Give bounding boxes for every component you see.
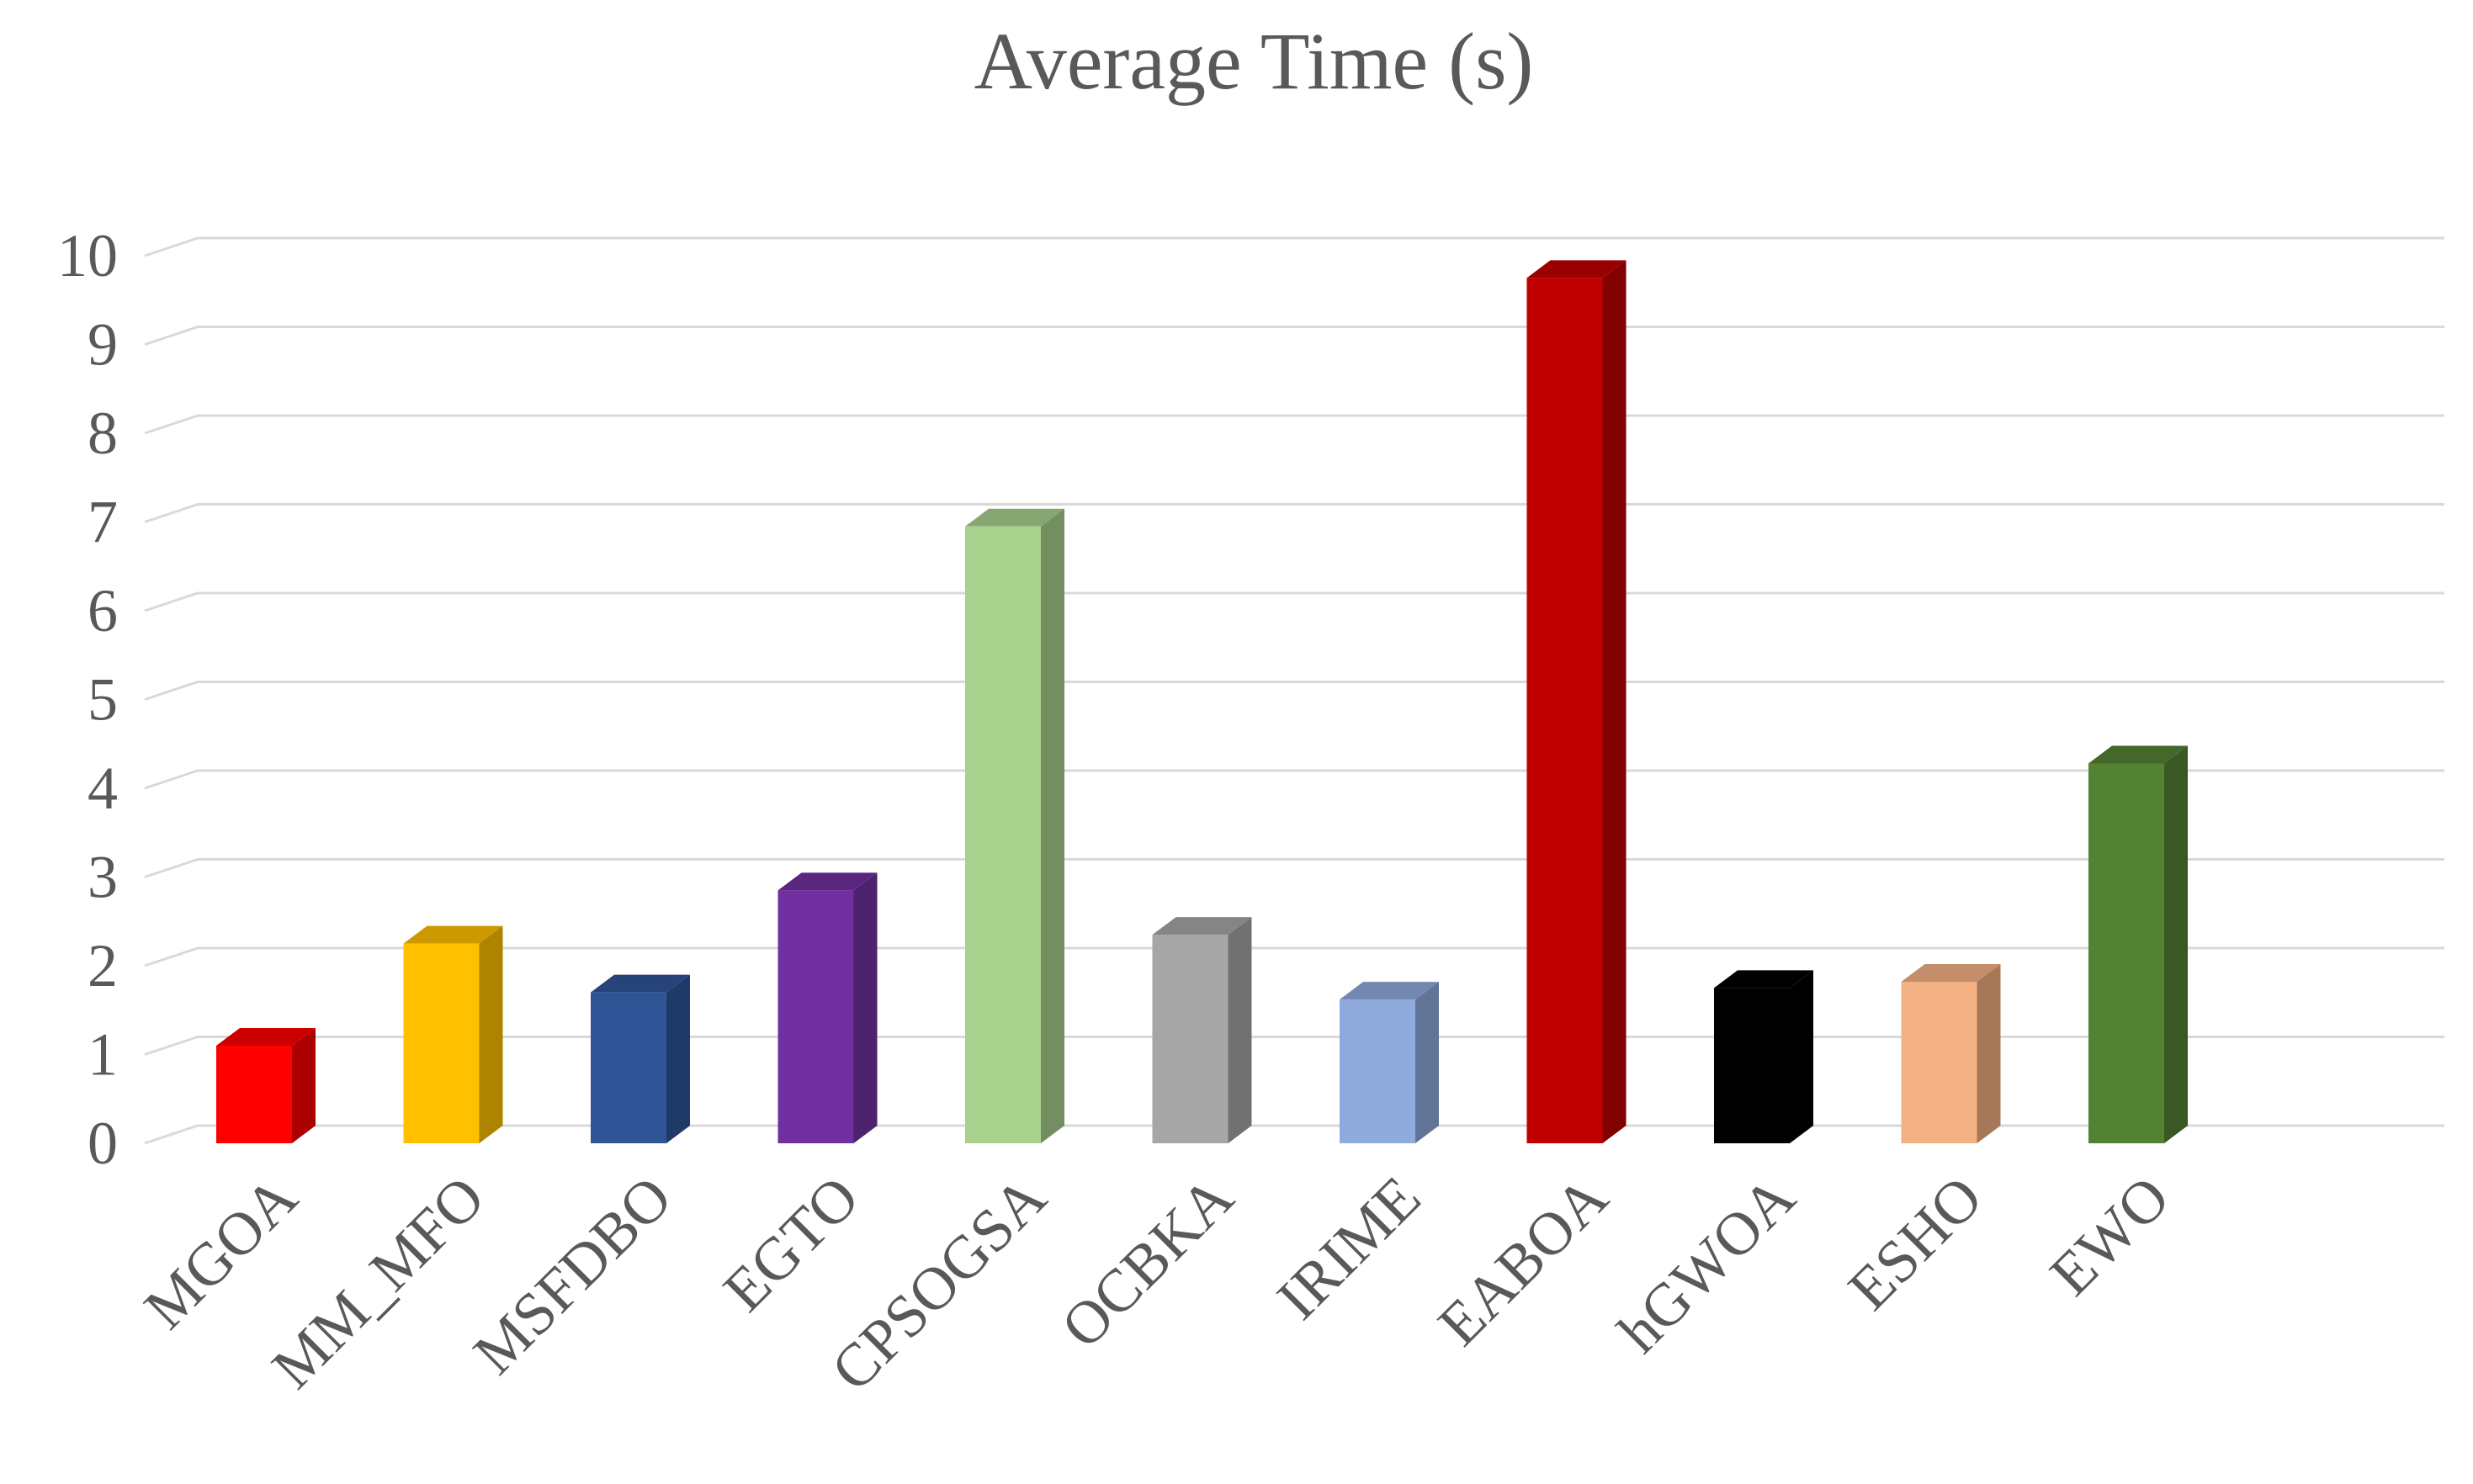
y-tick-label: 9 bbox=[88, 311, 118, 379]
x-tick-label: MGOA bbox=[131, 1163, 310, 1342]
bar-msfdbo bbox=[591, 974, 690, 1143]
gridline bbox=[144, 591, 2444, 612]
bar-egto bbox=[777, 872, 878, 1143]
chart-title: Average Time (s) bbox=[974, 16, 1534, 106]
bar-front bbox=[403, 943, 480, 1143]
bar-hgwoa bbox=[1714, 970, 1813, 1143]
x-tick-label: IRIME bbox=[1265, 1163, 1434, 1333]
bar-top bbox=[216, 1027, 316, 1046]
bar-side bbox=[853, 872, 878, 1143]
bar-top bbox=[2088, 745, 2188, 764]
bar-front bbox=[591, 992, 666, 1143]
gridline bbox=[144, 946, 2444, 967]
bar-top bbox=[1714, 970, 1813, 988]
bar-side bbox=[1977, 963, 2001, 1143]
bar-top bbox=[1526, 260, 1627, 278]
x-tick-label: EGTO bbox=[710, 1163, 871, 1324]
gridline bbox=[144, 1036, 2444, 1056]
y-tick-label: 1 bbox=[88, 1021, 118, 1089]
bar-ocbka bbox=[1152, 917, 1252, 1143]
gridline bbox=[144, 858, 2444, 878]
y-tick-label: 4 bbox=[88, 755, 118, 822]
gridline bbox=[144, 769, 2444, 790]
bar-top bbox=[777, 872, 878, 891]
x-tick-label: hGWOA bbox=[1605, 1163, 1807, 1365]
bar-side bbox=[1415, 982, 1439, 1143]
x-tick-label: EABOA bbox=[1425, 1163, 1621, 1359]
bar-side bbox=[2164, 745, 2188, 1143]
y-tick-label: 8 bbox=[88, 400, 118, 467]
bar-front bbox=[1901, 981, 1977, 1143]
y-tick-label: 10 bbox=[57, 222, 118, 289]
bar-side bbox=[666, 974, 690, 1143]
y-tick-label: 5 bbox=[88, 666, 118, 734]
bar-front bbox=[777, 890, 854, 1143]
bar-side bbox=[1790, 970, 1813, 1143]
bar-front bbox=[1340, 999, 1415, 1143]
bar-front bbox=[216, 1045, 292, 1143]
y-axis-ticks: 0 1 2 3 4 5 6 7 8 9 10 bbox=[57, 222, 118, 1177]
bars bbox=[216, 260, 2188, 1143]
x-tick-label: EWO bbox=[2037, 1163, 2182, 1308]
bar-front bbox=[965, 526, 1041, 1143]
x-tick-label: ESHO bbox=[1835, 1163, 1995, 1323]
gridline bbox=[144, 326, 2444, 346]
x-tick-label: OCBKA bbox=[1048, 1163, 1246, 1361]
bar-front bbox=[1152, 935, 1229, 1143]
bar-side bbox=[1041, 508, 1064, 1143]
bar-top bbox=[965, 508, 1064, 527]
y-tick-label: 0 bbox=[88, 1110, 118, 1177]
gridlines bbox=[144, 236, 2444, 1145]
y-tick-label: 6 bbox=[88, 577, 118, 644]
gridline bbox=[144, 503, 2444, 523]
bar-top bbox=[1340, 982, 1439, 1000]
bar-irime bbox=[1340, 982, 1439, 1143]
bar-side bbox=[1228, 917, 1252, 1143]
y-tick-label: 2 bbox=[88, 932, 118, 999]
bar-top bbox=[591, 974, 690, 993]
gridline bbox=[144, 1124, 2444, 1145]
bar-front bbox=[1714, 988, 1790, 1143]
gridline bbox=[144, 414, 2444, 435]
gridline bbox=[144, 681, 2444, 701]
y-tick-label: 7 bbox=[88, 489, 118, 556]
bar-top bbox=[403, 925, 503, 944]
bar-mgoa bbox=[216, 1027, 316, 1143]
bar-esho bbox=[1901, 963, 2001, 1143]
bar-mm-mfo bbox=[403, 925, 503, 1143]
bar-top bbox=[1152, 917, 1252, 935]
gridline bbox=[144, 236, 2444, 257]
x-tick-label: MSFDBO bbox=[460, 1163, 684, 1387]
bar-side bbox=[479, 925, 503, 1143]
bar-top bbox=[1901, 963, 2001, 982]
bar-eaboa bbox=[1526, 260, 1627, 1143]
bar-ewo bbox=[2088, 745, 2188, 1143]
bar-front bbox=[1526, 278, 1603, 1143]
bar-cpsogsa bbox=[965, 508, 1064, 1143]
bar-side bbox=[1602, 260, 1627, 1143]
bar-side bbox=[292, 1027, 316, 1143]
bar-front bbox=[2088, 763, 2164, 1143]
y-tick-label: 3 bbox=[88, 844, 118, 911]
